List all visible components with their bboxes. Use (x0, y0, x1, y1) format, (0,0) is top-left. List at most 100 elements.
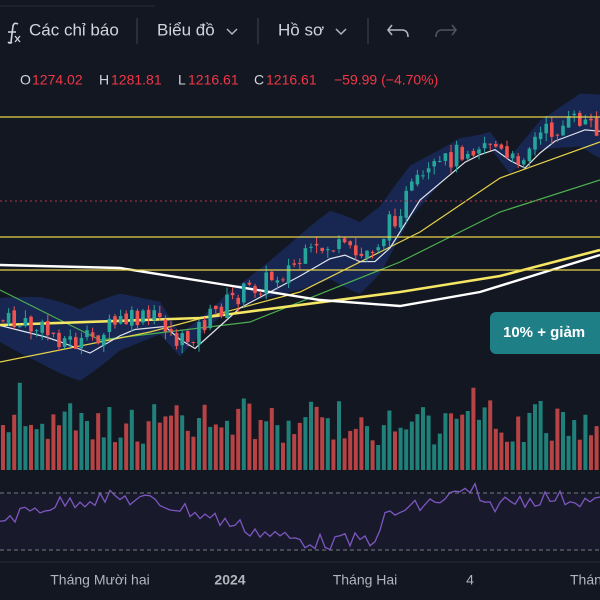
volume-bar (12, 414, 17, 470)
candle-body (572, 113, 576, 116)
open-value: 1274.02 (32, 72, 83, 88)
candle-body (583, 119, 588, 125)
volume-bar (477, 419, 481, 470)
volume-bar (141, 443, 145, 470)
volume-bar (594, 426, 599, 470)
volume-bar (549, 440, 554, 470)
candle-body (281, 279, 285, 281)
candle-body (454, 144, 459, 167)
fx-icon-x (14, 35, 21, 43)
candle-body (443, 153, 448, 161)
volume-bar (51, 414, 56, 470)
candle-body (247, 282, 252, 285)
candle-body (477, 149, 481, 154)
chart-label: Biểu đồ (157, 20, 215, 39)
candle-body (292, 263, 296, 265)
volume-bar (264, 421, 269, 470)
chart-menu[interactable]: Biểu đồ (157, 20, 238, 39)
candle-body (12, 310, 16, 328)
x-axis-label: 4 (466, 572, 474, 588)
fx-icon (7, 22, 19, 44)
x-axis-label: Tháng (570, 572, 600, 588)
candle-body (314, 243, 319, 246)
candle-body (163, 319, 168, 332)
undo-button[interactable] (386, 24, 409, 38)
volume-bar (286, 420, 291, 470)
candle-body (499, 144, 504, 149)
volume-bar (449, 413, 453, 470)
volume-bar (404, 429, 409, 470)
candle-body (365, 250, 369, 259)
candle-body (432, 161, 436, 167)
x-axis-label: 2024 (214, 572, 245, 588)
volume-bar (376, 444, 381, 470)
candle-body (527, 148, 532, 162)
volume-bar (555, 408, 560, 470)
volume-bar (236, 408, 241, 470)
candle-body (6, 312, 11, 323)
volume-bar (96, 413, 101, 470)
volume-bar (213, 424, 218, 470)
candle-body (516, 156, 520, 165)
volume-bar (488, 400, 493, 470)
annotation[interactable]: 10% + giảm (490, 312, 600, 354)
volume-bar (1, 425, 5, 470)
volume-bar (73, 430, 78, 470)
candle-body (426, 168, 431, 173)
candle-body (40, 321, 44, 333)
candle-body (550, 122, 554, 137)
volume-bar (208, 426, 213, 470)
volume-bar (426, 415, 431, 470)
volume-bar (34, 429, 39, 470)
volume-bar (129, 409, 134, 470)
volume-bar (40, 423, 45, 470)
change-value: −59.99 (−4.70%) (334, 72, 438, 88)
volume-bar (348, 430, 353, 470)
candle-body (421, 175, 425, 177)
volume-bar (135, 441, 140, 470)
candle-body (107, 318, 112, 332)
indicators-button[interactable]: Các chỉ báo (7, 20, 119, 44)
volume-bar (90, 439, 95, 470)
candle-body (230, 292, 235, 296)
volume-bar (381, 425, 386, 470)
toolbar: Các chỉ báo Biểu đồ Hồ sơ (0, 5, 458, 44)
volume-bar (253, 439, 257, 470)
candle-body (510, 153, 515, 159)
volume-bar (409, 421, 414, 470)
volume-bar (521, 442, 526, 470)
candle-body (471, 150, 476, 156)
candle-body (225, 294, 229, 318)
moving-average (0, 129, 600, 354)
candle-body (286, 265, 291, 284)
volume-bar (393, 431, 397, 470)
candle-body (68, 336, 72, 340)
candle-body (34, 330, 39, 332)
volume-bar (269, 408, 274, 470)
high-value: 1281.81 (111, 72, 162, 88)
candle-body (62, 338, 67, 347)
volume-bar (79, 412, 84, 470)
close-value: 1216.61 (266, 72, 317, 88)
candle-body (74, 337, 78, 349)
candle-body (46, 320, 50, 336)
candle-body (219, 306, 224, 317)
redo-button[interactable] (435, 24, 458, 38)
candle-body (275, 280, 280, 283)
volume-bar (421, 407, 425, 470)
profile-menu[interactable]: Hồ sơ (278, 20, 347, 39)
volume-bar (516, 416, 521, 470)
candle-body (533, 136, 537, 150)
volume-bar (415, 414, 420, 470)
volume-bar (157, 422, 162, 470)
volume-bar (471, 387, 476, 470)
volume-bar (113, 442, 117, 470)
volume-bar (370, 440, 375, 470)
candle-body (79, 337, 84, 349)
candle-body (561, 125, 565, 136)
volume-bar (185, 430, 190, 470)
volume-bar (17, 382, 22, 470)
volume-bar (432, 444, 437, 470)
volume-bar (577, 439, 582, 470)
candle-body (460, 147, 464, 160)
